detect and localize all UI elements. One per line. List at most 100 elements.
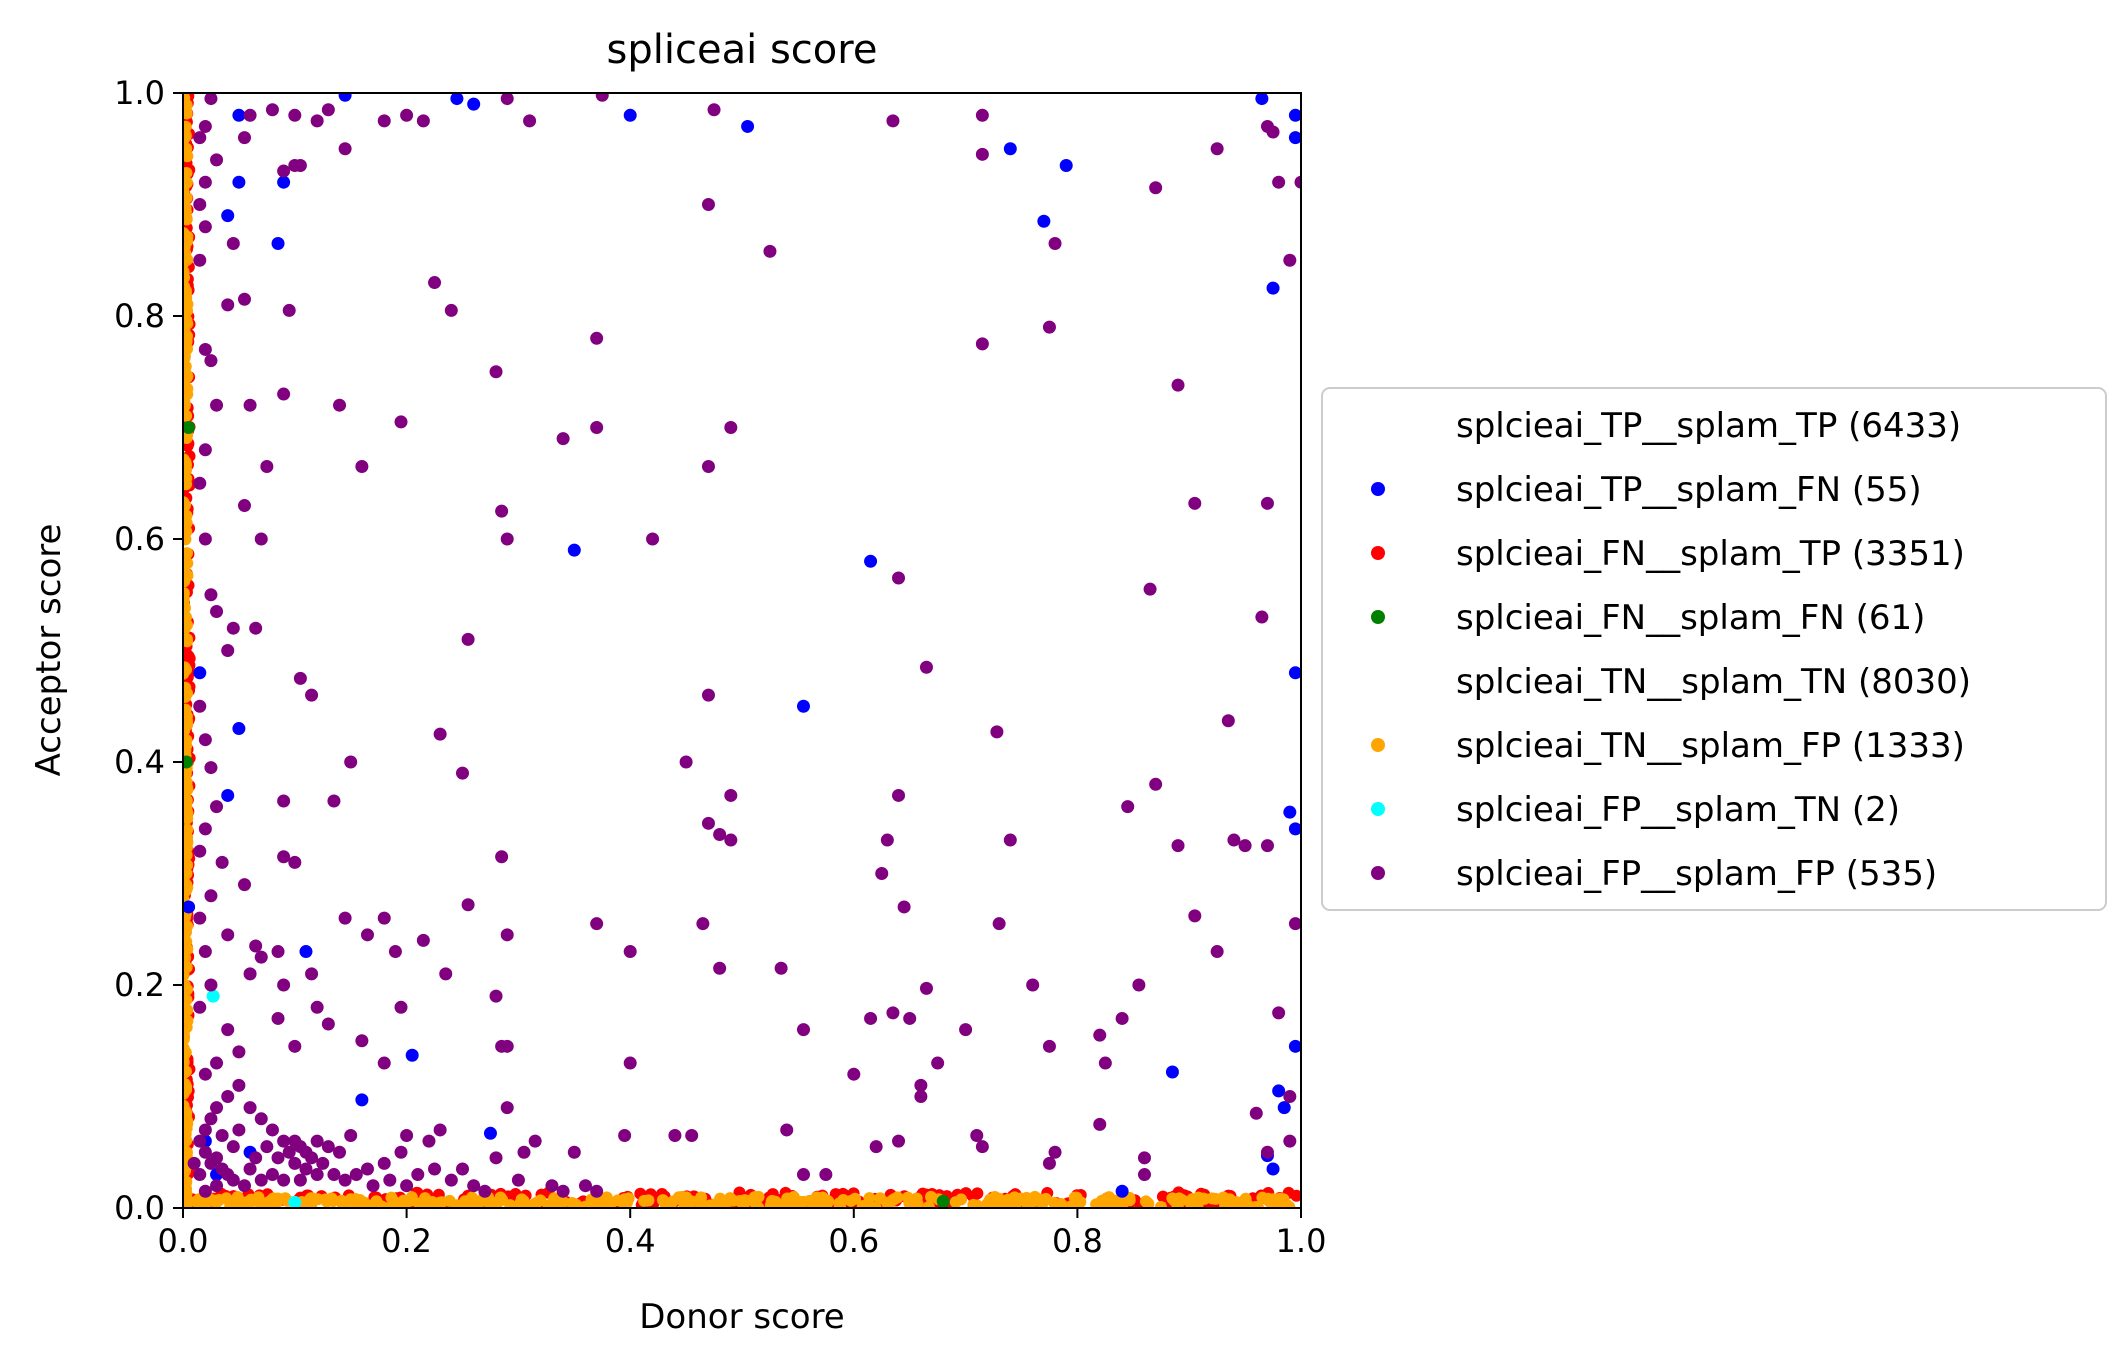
- data-point: [685, 1129, 699, 1143]
- data-point: [221, 298, 235, 312]
- data-point: [1149, 777, 1163, 791]
- data-point: [1255, 610, 1269, 624]
- data-point-band: [183, 1107, 193, 1120]
- data-point: [221, 928, 235, 942]
- data-point: [1059, 158, 1073, 172]
- data-point: [254, 950, 268, 964]
- data-point: [1266, 1162, 1280, 1176]
- data-point-band: [252, 1191, 265, 1204]
- data-point-band: [183, 206, 192, 219]
- data-point-band: [405, 1191, 418, 1204]
- data-point: [1188, 909, 1202, 923]
- data-point-band: [242, 1201, 255, 1208]
- data-point: [193, 1168, 207, 1182]
- legend-marker: [1371, 546, 1385, 560]
- data-point-band: [183, 513, 191, 526]
- data-point: [1277, 1101, 1291, 1115]
- data-point-band: [183, 1033, 190, 1046]
- y-tick-label: 0.4: [114, 743, 165, 781]
- data-point-band: [542, 1199, 555, 1208]
- data-point-band: [183, 983, 194, 996]
- data-point-band: [849, 1192, 862, 1205]
- data-point: [260, 460, 274, 474]
- data-point-band: [833, 1200, 846, 1208]
- data-point-band: [183, 1004, 194, 1017]
- data-point-band: [183, 734, 193, 747]
- data-point: [305, 688, 319, 702]
- data-point: [221, 209, 235, 223]
- data-point-band: [183, 611, 193, 624]
- data-point-band: [666, 1195, 679, 1208]
- data-point: [321, 1017, 335, 1031]
- data-point: [880, 833, 894, 847]
- data-point-band: [822, 1195, 835, 1208]
- data-point-band: [680, 1191, 693, 1204]
- data-point: [198, 733, 212, 747]
- data-point: [355, 1093, 369, 1107]
- data-point-band: [183, 859, 194, 872]
- data-point: [232, 1123, 246, 1137]
- data-point-band: [183, 142, 193, 155]
- data-point-band: [183, 1087, 190, 1100]
- data-point-band: [183, 928, 191, 941]
- data-point: [623, 945, 637, 959]
- data-point: [741, 119, 755, 133]
- data-point: [193, 666, 207, 680]
- data-point: [696, 917, 710, 931]
- data-point-band: [1002, 1193, 1015, 1206]
- data-point-band: [1267, 1193, 1280, 1206]
- data-point: [1283, 1090, 1297, 1103]
- x-axis-label: Donor score: [639, 1297, 844, 1337]
- data-point: [1260, 839, 1274, 853]
- plot-area: [183, 93, 1301, 1208]
- data-point: [198, 1184, 212, 1198]
- x-tick-label: 0.2: [381, 1222, 432, 1260]
- data-point: [489, 989, 503, 1003]
- legend-label: splcieai_TP__splam_TP (6433): [1456, 406, 1961, 446]
- data-point: [293, 158, 307, 172]
- data-point: [232, 722, 246, 736]
- data-point: [305, 1151, 319, 1165]
- data-point: [344, 1129, 358, 1143]
- data-point: [288, 855, 302, 869]
- data-point: [556, 1184, 570, 1198]
- data-point: [321, 1140, 335, 1154]
- data-point: [333, 398, 347, 412]
- data-point-band: [183, 812, 194, 825]
- data-point: [1149, 181, 1163, 195]
- data-point-band: [1277, 1193, 1290, 1206]
- data-point: [327, 1168, 341, 1182]
- data-point: [215, 1162, 229, 1176]
- data-point-band: [465, 1191, 478, 1204]
- data-point: [1221, 714, 1235, 728]
- data-point: [500, 1101, 514, 1115]
- data-point: [590, 1184, 604, 1198]
- data-point: [567, 543, 581, 557]
- data-point-band: [183, 575, 191, 588]
- data-point-band: [435, 1196, 448, 1208]
- data-point-band: [183, 303, 191, 316]
- data-point: [193, 1134, 207, 1148]
- data-point: [198, 822, 212, 836]
- data-point: [366, 1179, 380, 1193]
- data-point: [489, 1151, 503, 1165]
- data-point-band: [183, 1078, 191, 1091]
- data-point: [243, 108, 257, 122]
- data-point-band: [183, 350, 191, 363]
- data-point: [713, 961, 727, 975]
- data-point: [701, 198, 715, 211]
- data-point-band: [733, 1195, 746, 1208]
- data-point-band: [183, 314, 193, 327]
- data-point-band: [183, 1117, 194, 1130]
- data-point: [221, 1090, 235, 1103]
- data-point: [780, 1123, 794, 1137]
- y-tick-label: 0.8: [114, 297, 165, 335]
- data-point: [892, 571, 906, 585]
- data-point: [377, 1056, 391, 1070]
- data-point: [277, 1134, 291, 1148]
- data-point: [707, 103, 721, 117]
- data-point: [975, 108, 989, 122]
- data-point: [590, 917, 604, 931]
- data-point: [1266, 125, 1280, 139]
- data-point: [204, 978, 218, 992]
